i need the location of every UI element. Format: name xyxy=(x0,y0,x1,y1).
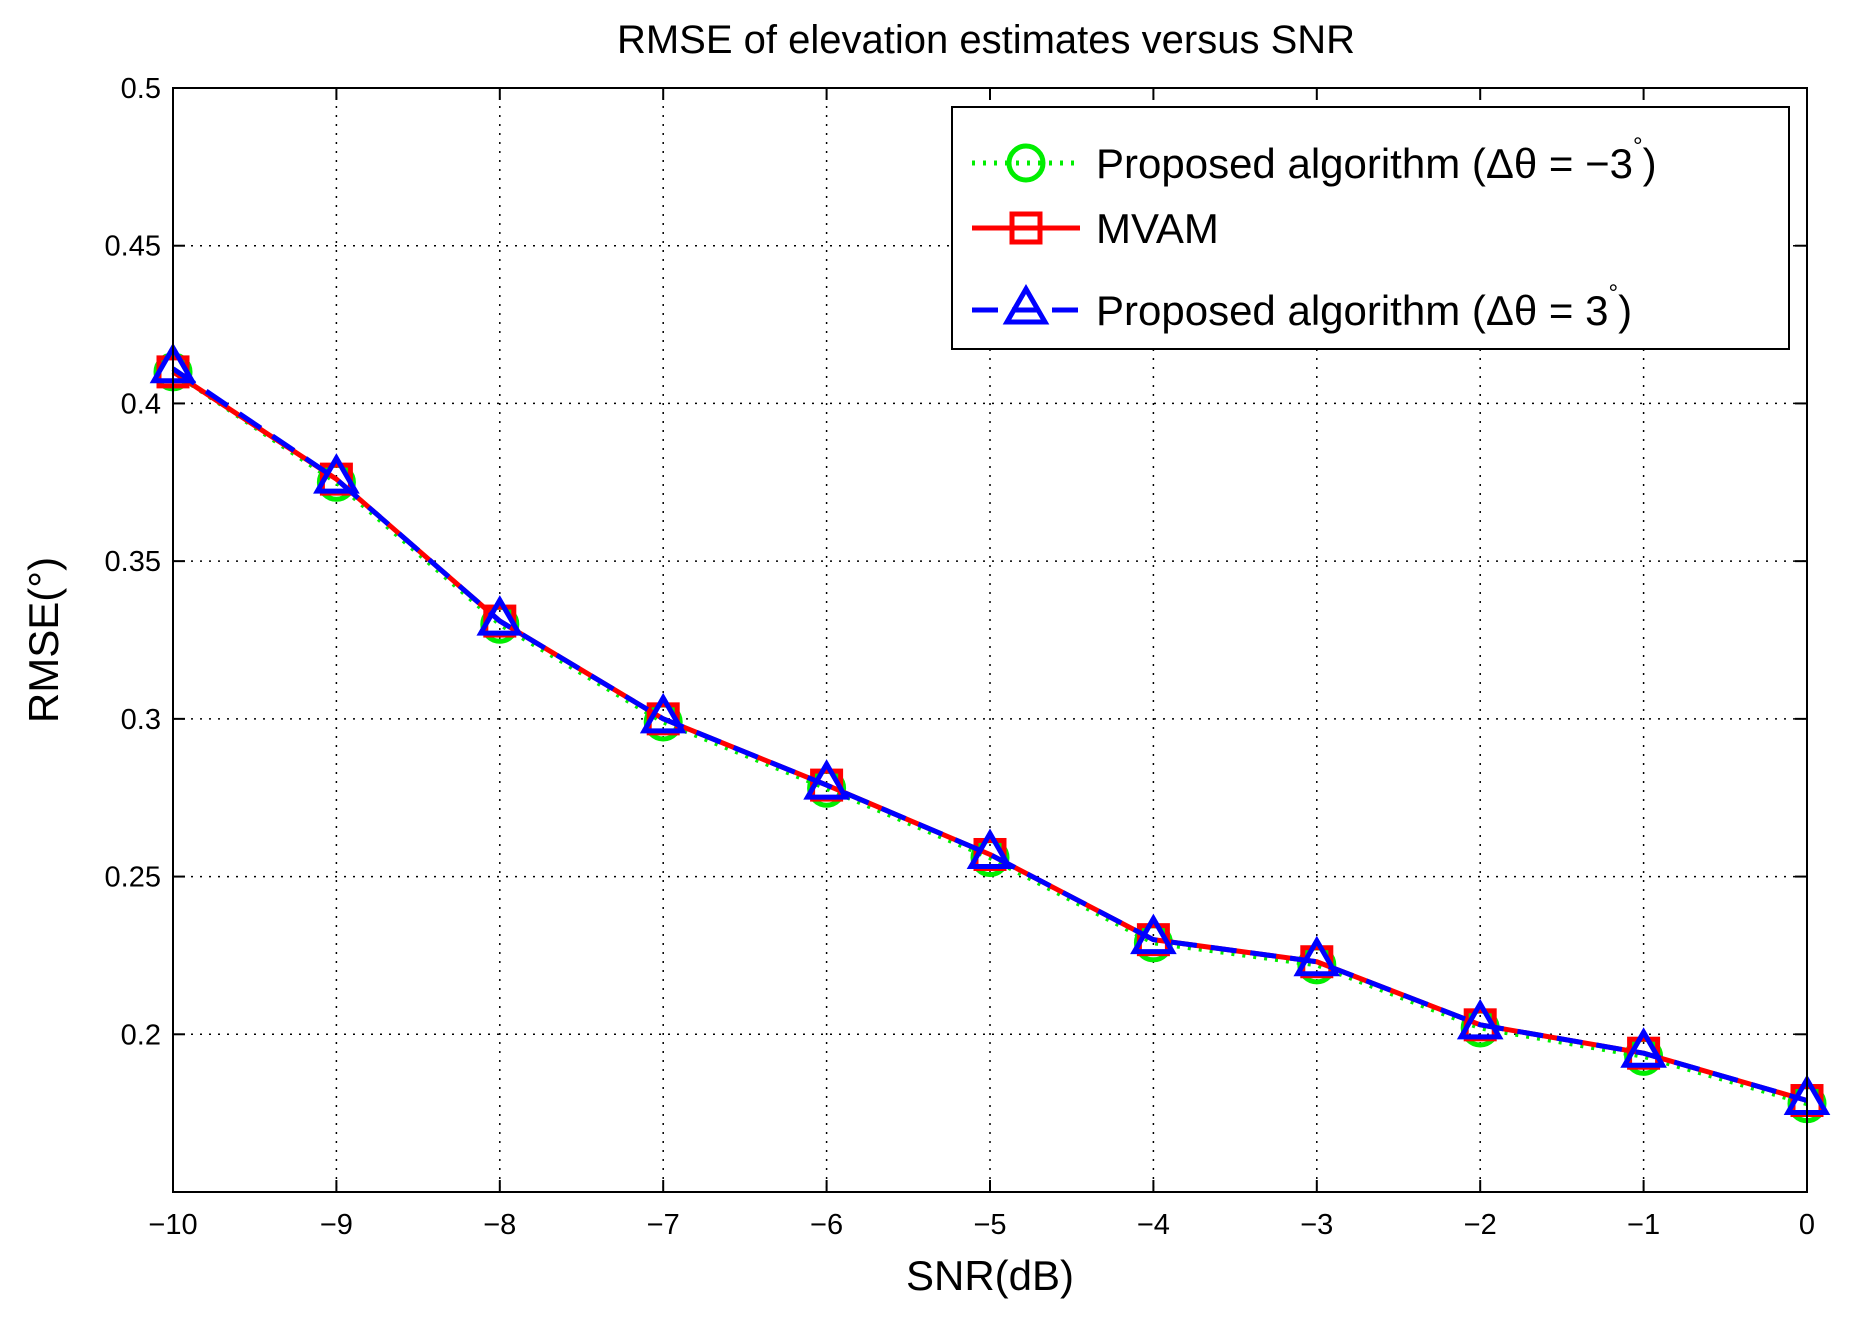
y-tick-label: 0.2 xyxy=(121,1019,161,1051)
legend-label-text: Proposed algorithm (Δθ = 3 xyxy=(1096,287,1609,334)
degree-superscript: ° xyxy=(1609,280,1619,307)
x-tick-label: −6 xyxy=(810,1209,843,1241)
legend-marker xyxy=(1009,211,1043,245)
x-tick-label: −5 xyxy=(973,1209,1006,1241)
data-point-marker xyxy=(966,828,1014,869)
x-tick-label: −9 xyxy=(320,1209,353,1241)
axis-ticks: −10 −9 −8 −7 −6 −5 −4 −3 −2 −1 00.20.250.30.350.40… xyxy=(105,73,1816,1241)
data-point-marker xyxy=(1456,998,1504,1040)
y-tick-label: 0.3 xyxy=(121,704,161,736)
legend-box xyxy=(951,106,1790,350)
series-layer xyxy=(149,342,1831,1124)
data-point-marker xyxy=(1293,935,1341,977)
legend-label-close: ) xyxy=(1618,287,1632,334)
y-tick-label: 0.45 xyxy=(105,231,161,263)
y-tick-label: 0.35 xyxy=(105,546,161,578)
legend-marker xyxy=(1002,283,1050,325)
data-point-marker xyxy=(803,759,850,800)
y-tick-label: 0.5 xyxy=(121,73,161,105)
degree-superscript: ° xyxy=(1633,133,1643,160)
legend-label-close: ) xyxy=(1643,140,1657,187)
x-tick-label: 0 xyxy=(1799,1209,1815,1241)
data-point-marker xyxy=(639,692,687,734)
x-tick-label: −8 xyxy=(483,1209,516,1241)
legend-entry-1: Proposed algorithm (Δθ = −3°) xyxy=(972,133,1657,187)
x-axis-label: SNR(dB) xyxy=(906,1252,1074,1299)
x-tick-label: −10 xyxy=(148,1209,197,1241)
legend-entry-3: Proposed algorithm (Δθ = 3°) xyxy=(972,280,1632,334)
y-tick-label: 0.25 xyxy=(105,862,161,894)
x-tick-label: −2 xyxy=(1464,1209,1497,1241)
x-tick-label: −4 xyxy=(1137,1209,1170,1241)
legend-label: Proposed algorithm (Δθ = 3°) xyxy=(1096,280,1632,334)
series-line xyxy=(171,366,1808,1103)
y-tick-label: 0.4 xyxy=(121,388,161,420)
legend-label-text: Proposed algorithm (Δθ = −3 xyxy=(1096,140,1633,187)
legend-label-text: MVAM xyxy=(1096,205,1219,252)
y-axis-label: RMSE(°) xyxy=(20,557,67,723)
data-point-marker xyxy=(313,453,360,494)
legend-label: Proposed algorithm (Δθ = −3°) xyxy=(1096,133,1657,187)
data-point-marker xyxy=(476,595,524,636)
x-tick-label: −3 xyxy=(1300,1209,1333,1241)
chart-title: RMSE of elevation estimates versus SNR xyxy=(617,18,1355,62)
legend-label: MVAM xyxy=(1096,205,1219,252)
legend: Proposed algorithm (Δθ = −3°)MVAMPropose… xyxy=(951,106,1790,350)
legend-entry-2: MVAM xyxy=(972,205,1219,252)
data-point-marker xyxy=(1620,1027,1667,1068)
legend-marker xyxy=(1006,143,1046,183)
x-tick-label: −1 xyxy=(1627,1209,1660,1241)
legend-entries: Proposed algorithm (Δθ = −3°)MVAMPropose… xyxy=(972,133,1657,334)
data-point-marker xyxy=(1130,913,1177,955)
x-tick-label: −7 xyxy=(647,1209,680,1241)
